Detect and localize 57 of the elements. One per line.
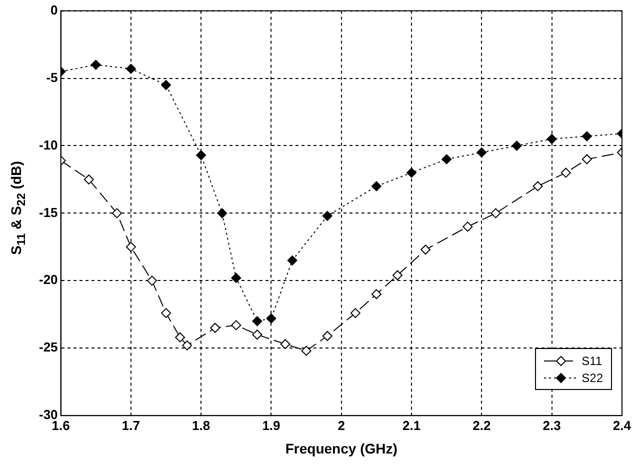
x-tick-label: 1.9 [262, 418, 280, 433]
x-tick-label: 2.2 [472, 418, 491, 433]
point [84, 174, 94, 184]
point [252, 330, 262, 340]
point [462, 222, 473, 232]
point [420, 244, 431, 255]
point [442, 154, 452, 164]
point [287, 255, 298, 266]
point [490, 208, 501, 218]
point [322, 210, 332, 221]
point [582, 154, 592, 164]
y-tick-label: -10 [38, 137, 58, 152]
point [182, 340, 192, 350]
y-tick-label: 0 [50, 2, 58, 18]
point [126, 64, 136, 74]
x-axis-title: Frequency (GHz) [285, 440, 398, 456]
y-tick-label: -20 [38, 272, 58, 288]
point [532, 181, 543, 192]
point [392, 270, 402, 280]
y-tick-label: -25 [38, 340, 58, 355]
point [371, 289, 382, 300]
point [90, 60, 101, 70]
point [406, 168, 417, 178]
point [582, 131, 592, 142]
point [217, 208, 228, 218]
x-tick-label: 1.7 [122, 418, 140, 433]
point [322, 330, 332, 341]
point [560, 168, 571, 178]
point [350, 308, 360, 318]
point [146, 276, 157, 286]
point [175, 332, 186, 342]
y-tick-label: -5 [46, 70, 58, 85]
point [266, 313, 276, 324]
x-tick-label: 2.1 [402, 418, 421, 433]
point [546, 134, 557, 144]
legend-label: S11 [582, 354, 602, 368]
point [301, 346, 312, 356]
x-tick-label: 2.4 [612, 418, 632, 433]
point [512, 140, 522, 151]
point [231, 272, 242, 283]
x-tick-label: 2 [338, 418, 345, 433]
point [112, 208, 122, 218]
point [231, 320, 242, 330]
point [476, 147, 487, 158]
legend-label: S22 [582, 370, 603, 384]
y-tick-label: -30 [38, 407, 58, 422]
point [161, 308, 172, 318]
point [126, 242, 136, 252]
x-tick-label: 2.3 [542, 418, 561, 433]
point [371, 181, 382, 192]
y-tick-label: -15 [38, 204, 58, 220]
point [280, 339, 290, 350]
point [210, 322, 220, 333]
x-tick-label: 1.8 [192, 418, 210, 433]
point [161, 80, 172, 90]
point [196, 150, 206, 160]
point [252, 316, 262, 326]
